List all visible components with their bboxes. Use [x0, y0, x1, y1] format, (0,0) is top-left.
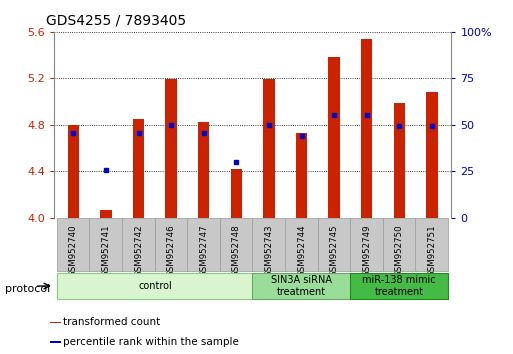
Text: GSM952748: GSM952748: [232, 225, 241, 277]
Text: percentile rank within the sample: percentile rank within the sample: [63, 337, 239, 347]
Bar: [318, 218, 351, 271]
Text: GSM952747: GSM952747: [199, 225, 208, 277]
Text: GDS4255 / 7893405: GDS4255 / 7893405: [46, 14, 186, 28]
Bar: [50, 341, 61, 343]
Bar: [350, 218, 383, 271]
Bar: [187, 218, 221, 271]
Bar: [50, 322, 61, 323]
Text: transformed count: transformed count: [63, 318, 160, 327]
Bar: [89, 218, 123, 271]
Text: GSM952741: GSM952741: [102, 225, 110, 277]
Text: GSM952743: GSM952743: [264, 225, 273, 277]
Text: GSM952740: GSM952740: [69, 225, 78, 277]
Bar: [252, 273, 351, 299]
Text: GSM952749: GSM952749: [362, 225, 371, 277]
Bar: [220, 218, 253, 271]
Bar: [154, 218, 188, 271]
Bar: [166, 80, 177, 218]
Text: miR-138 mimic
treatment: miR-138 mimic treatment: [363, 275, 436, 297]
Bar: [393, 103, 405, 218]
Bar: [231, 169, 242, 218]
Bar: [122, 218, 155, 271]
Text: GSM952744: GSM952744: [297, 225, 306, 277]
Bar: [252, 218, 286, 271]
Bar: [350, 273, 448, 299]
Bar: [328, 57, 340, 218]
Bar: [416, 218, 448, 271]
Bar: [133, 119, 144, 218]
Bar: [101, 210, 112, 218]
Bar: [383, 218, 416, 271]
Text: GSM952751: GSM952751: [427, 225, 437, 277]
Bar: [296, 133, 307, 218]
Bar: [198, 122, 209, 218]
Bar: [263, 80, 274, 218]
Bar: [426, 92, 438, 218]
Text: GSM952746: GSM952746: [167, 225, 175, 277]
Text: GSM952745: GSM952745: [330, 225, 339, 277]
Text: control: control: [138, 281, 172, 291]
Text: protocol: protocol: [5, 284, 50, 293]
Bar: [57, 273, 253, 299]
Text: SIN3A siRNA
treatment: SIN3A siRNA treatment: [271, 275, 332, 297]
Bar: [285, 218, 318, 271]
Text: GSM952750: GSM952750: [395, 225, 404, 277]
Bar: [361, 39, 372, 218]
Text: GSM952742: GSM952742: [134, 225, 143, 277]
Bar: [57, 218, 90, 271]
Bar: [68, 125, 79, 218]
